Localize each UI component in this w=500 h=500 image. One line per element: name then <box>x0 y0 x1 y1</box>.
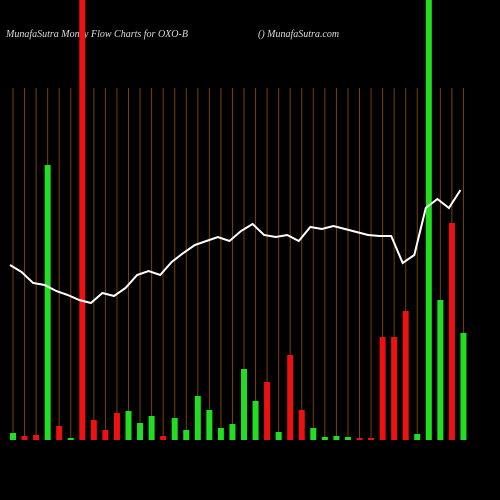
bar <box>425 0 432 440</box>
bar <box>252 401 259 440</box>
bar <box>10 433 16 440</box>
bar <box>160 436 167 440</box>
bar <box>321 437 328 440</box>
bar <box>379 337 386 440</box>
bar <box>241 369 247 440</box>
bar <box>125 411 132 440</box>
bar <box>194 396 201 440</box>
bar <box>44 165 51 440</box>
bar <box>310 428 317 440</box>
bar <box>391 337 398 440</box>
bar <box>90 420 97 440</box>
bar <box>344 437 351 440</box>
chart-subtitle: () MunafaSutra.com <box>258 29 339 40</box>
price-line <box>9 189 462 305</box>
bar <box>264 382 271 440</box>
bar <box>148 416 155 440</box>
bar <box>414 434 421 440</box>
bar <box>113 413 120 440</box>
bar <box>333 436 340 440</box>
bar <box>33 435 40 440</box>
bar <box>137 423 144 440</box>
bar <box>56 426 63 440</box>
bar <box>437 300 444 440</box>
bar <box>287 355 294 440</box>
bar <box>402 311 409 440</box>
bar <box>356 438 363 440</box>
bar <box>21 436 28 440</box>
bar <box>102 430 109 440</box>
bar <box>206 410 213 440</box>
bar <box>67 438 74 440</box>
bar <box>460 333 467 440</box>
bar <box>171 418 178 440</box>
bar <box>79 0 86 440</box>
bar <box>448 223 455 440</box>
bar <box>298 410 305 440</box>
chart-title: MunafaSutra Money Flow Charts for OXO-B <box>5 29 188 40</box>
bar <box>368 438 375 440</box>
bar <box>229 424 236 440</box>
bar <box>275 432 282 440</box>
bar <box>183 430 190 440</box>
bar <box>217 428 224 440</box>
